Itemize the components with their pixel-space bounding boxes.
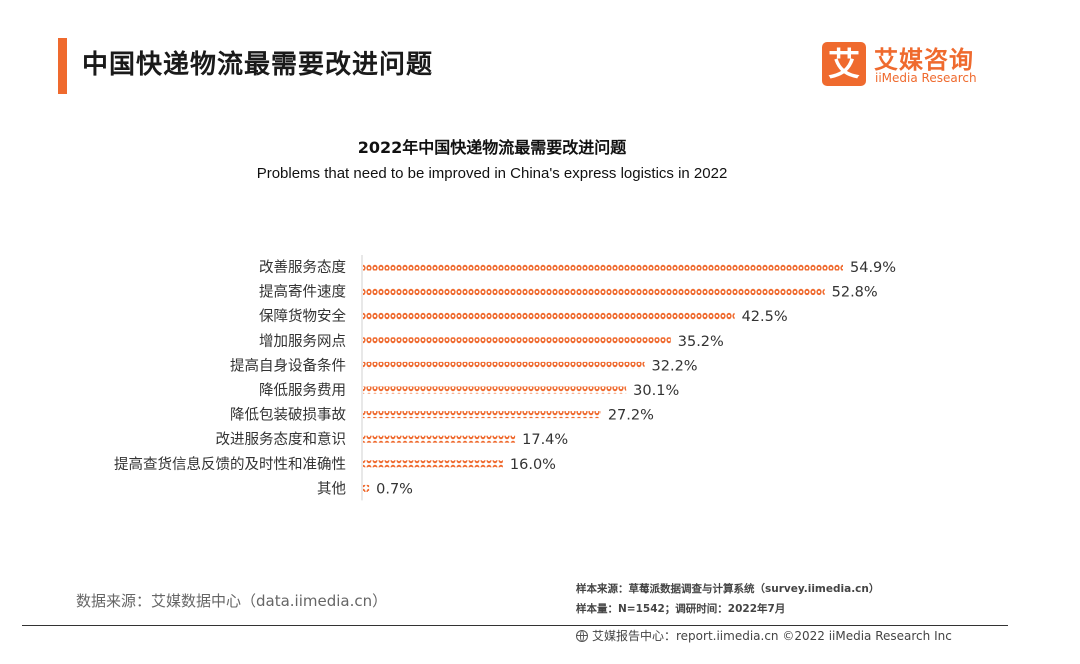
globe-icon: [576, 630, 588, 642]
logo-text-cn: 艾媒咨询: [874, 46, 974, 74]
value-label: 52.8%: [832, 285, 878, 301]
category-label: 增加服务网点: [259, 333, 346, 350]
value-label: 32.2%: [652, 358, 698, 374]
bar: [363, 460, 503, 468]
copyright-footer: 艾媒报告中心：report.iimedia.cn ©2022 iiMedia R…: [576, 627, 952, 644]
value-label: 35.2%: [678, 334, 724, 350]
value-label: 54.9%: [850, 260, 896, 276]
sample-source-note: 样本来源：草莓派数据调查与计算系统（survey.iimedia.cn）: [576, 583, 880, 595]
category-label: 改善服务态度: [259, 259, 346, 276]
chart-subtitle: Problems that need to be improved in Chi…: [256, 165, 728, 182]
value-label: 16.0%: [510, 457, 556, 473]
data-source: 数据来源：艾媒数据中心（data.iimedia.cn）: [76, 592, 388, 610]
logo-mark-icon: 艾: [822, 42, 866, 86]
category-label: 改进服务态度和意识: [216, 430, 347, 448]
category-label: 提高寄件速度: [259, 283, 346, 301]
value-label: 0.7%: [376, 481, 413, 497]
logo-text-en: iiMedia Research: [875, 71, 977, 85]
bar: [363, 386, 627, 394]
sample-size-note: 样本量：N=1542；调研时间：2022年7月: [576, 603, 786, 615]
bar: [363, 312, 735, 320]
category-label: 其他: [317, 480, 346, 497]
category-label: 降低服务费用: [259, 382, 346, 399]
copyright-text: 艾媒报告中心：report.iimedia.cn ©2022 iiMedia R…: [592, 629, 952, 643]
bar: [363, 361, 645, 369]
bar: [363, 288, 825, 296]
value-label: 42.5%: [742, 309, 788, 325]
bar: [363, 337, 671, 345]
value-label: 30.1%: [633, 383, 679, 399]
iimedia-logo: 艾 艾媒咨询 iiMedia Research: [822, 40, 992, 90]
value-label: 17.4%: [522, 432, 568, 448]
bar: [363, 435, 516, 443]
category-label: 保障货物安全: [259, 307, 346, 325]
bar: [363, 411, 601, 419]
category-label: 降低包装破损事故: [230, 407, 346, 424]
page-title: 中国快递物流最需要改进问题: [82, 50, 434, 80]
title-accent-bar: [58, 38, 67, 94]
category-label: 提高查货信息反馈的及时性和准确性: [114, 456, 346, 473]
bar: [363, 484, 370, 492]
bar: [363, 263, 843, 271]
value-label: 27.2%: [608, 408, 654, 424]
category-label: 提高自身设备条件: [230, 357, 346, 374]
chart-title: 2022年中国快递物流最需要改进问题: [357, 138, 627, 157]
footer-divider: [22, 625, 1008, 626]
